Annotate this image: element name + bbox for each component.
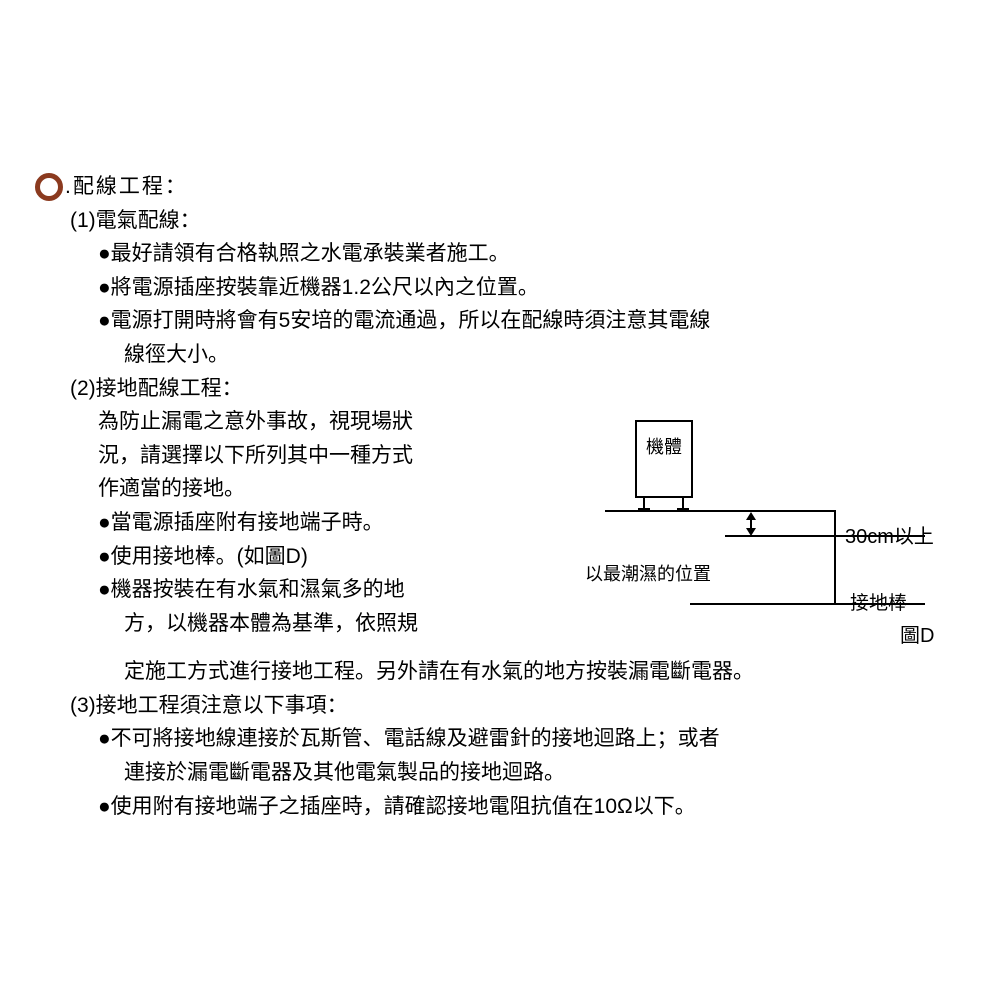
diagram-arrow-up (746, 512, 756, 520)
diagram-d: 機體 30cm以上 以最潮濕的位置 (550, 405, 965, 655)
diagram-vert-right (834, 510, 836, 605)
sec1-b1: ●最好請領有合格執照之水電承裝業者施工。 (98, 237, 965, 271)
sec2-intro3: 作適當的接地。 (98, 472, 550, 506)
sec1-b2: ●將電源插座按裝靠近機器1.2公尺以內之位置。 (98, 271, 965, 305)
sec2-b1: ●當電源插座附有接地端子時。 (98, 506, 550, 540)
sec2-b3c: 定施工方式進行接地工程。另外請在有水氣的地方按裝漏電斷電器。 (124, 655, 965, 689)
sec2-b2: ●使用接地棒。(如圖D) (98, 540, 550, 574)
heading-text: .配線工程： (65, 170, 188, 204)
sec3-b1b: 連接於漏電斷電器及其他電氣製品的接地迴路。 (124, 756, 965, 790)
sec1-b3a: ●電源打開時將會有5安培的電流通過，所以在配線時須注意其電線 (98, 304, 965, 338)
sec2-b3a: ●機器按裝在有水氣和濕氣多的地 (98, 573, 550, 607)
sec3-title: (3)接地工程須注意以下事項： (70, 689, 965, 723)
diagram-ground-line (605, 510, 835, 512)
sec1-title: (1)電氣配線： (70, 204, 965, 238)
heading-row: .配線工程： (35, 170, 965, 204)
diagram-machine-label: 機體 (646, 437, 682, 457)
ring-bullet-icon (35, 173, 63, 201)
sec2-intro2: 況，請選擇以下所列其中一種方式 (98, 439, 550, 473)
diagram-rod-label: 接地棒 (850, 589, 907, 619)
sec3-b2: ●使用附有接地端子之插座時，請確認接地電阻抗值在10Ω以下。 (98, 790, 965, 824)
diagram-wet-label: 以最潮濕的位置 (585, 563, 711, 586)
diagram-arrow-down (746, 528, 756, 536)
diagram-fig-label: 圖D (900, 620, 934, 652)
sec2-intro1: 為防止漏電之意外事故，視現場狀 (98, 405, 550, 439)
sec2-title: (2)接地配線工程： (70, 372, 965, 406)
diagram-machine-box: 機體 (635, 420, 693, 498)
diagram-depth-label: 30cm以上 (845, 521, 934, 553)
sec1-b3b: 線徑大小。 (124, 338, 965, 372)
sec2-b3b: 方，以機器本體為基準，依照規 (124, 607, 550, 641)
sec2-text-col: 為防止漏電之意外事故，視現場狀 況，請選擇以下所列其中一種方式 作適當的接地。 … (70, 405, 550, 655)
sec2-with-diagram: 為防止漏電之意外事故，視現場狀 況，請選擇以下所列其中一種方式 作適當的接地。 … (70, 405, 965, 655)
sec3-b1a: ●不可將接地線連接於瓦斯管、電話線及避雷針的接地迴路上；或者 (98, 722, 965, 756)
